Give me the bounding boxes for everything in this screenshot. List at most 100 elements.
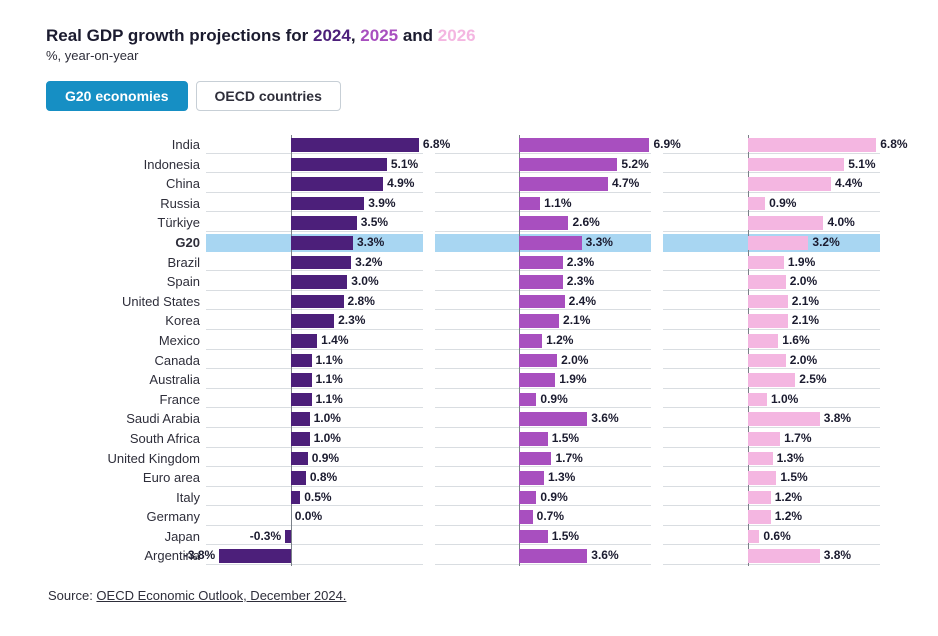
bar xyxy=(748,412,820,426)
gridline xyxy=(435,486,652,487)
bar xyxy=(519,393,536,407)
bar-row: 3.9% xyxy=(206,194,423,214)
row-labels-column: IndiaIndonesiaChinaRussiaTürkiyeG20Brazi… xyxy=(104,135,206,566)
row-label: G20 xyxy=(104,233,206,253)
bar xyxy=(519,138,649,152)
row-label: Italy xyxy=(104,488,206,508)
bar-value: 3.6% xyxy=(591,546,618,566)
source-link[interactable]: OECD Economic Outlook, December 2024. xyxy=(96,588,346,603)
bar-value: 3.2% xyxy=(355,253,382,273)
bar xyxy=(519,549,587,563)
bar-value: 1.1% xyxy=(316,351,343,371)
bar-row: 2.1% xyxy=(435,311,652,331)
bar-value: 3.3% xyxy=(586,233,613,253)
bar-row: 5.2% xyxy=(435,155,652,175)
bar-row: 1.0% xyxy=(206,429,423,449)
row-label: Germany xyxy=(104,507,206,527)
bar xyxy=(291,256,351,270)
gridline xyxy=(663,486,880,487)
bar-row: 2.1% xyxy=(663,311,880,331)
bar-value: 1.4% xyxy=(321,331,348,351)
gridline xyxy=(206,349,423,350)
tab-oecd-countries[interactable]: OECD countries xyxy=(196,81,341,111)
bar-row: 2.1% xyxy=(663,292,880,312)
zero-axis xyxy=(291,527,292,547)
bar-value: 2.1% xyxy=(563,311,590,331)
bar-value: 0.5% xyxy=(304,488,331,508)
bar-row: 1.2% xyxy=(663,488,880,508)
bar-row: 4.0% xyxy=(663,213,880,233)
gdp-bar-chart: IndiaIndonesiaChinaRussiaTürkiyeG20Brazi… xyxy=(104,135,892,566)
bar-row: 1.9% xyxy=(663,253,880,273)
bar-value: 5.2% xyxy=(621,155,648,175)
bar-value: 2.0% xyxy=(790,272,817,292)
gridline xyxy=(206,368,423,369)
bar xyxy=(748,510,771,524)
bar-value: 1.0% xyxy=(771,390,798,410)
bar-value: 2.1% xyxy=(792,292,819,312)
gridline xyxy=(435,368,652,369)
bar-row: 3.6% xyxy=(435,409,652,429)
bar xyxy=(291,491,300,505)
bar xyxy=(519,275,562,289)
bar-row: 2.0% xyxy=(663,351,880,371)
row-label: Spain xyxy=(104,272,206,292)
gridline xyxy=(435,231,652,232)
bar xyxy=(519,314,559,328)
gridline xyxy=(435,211,652,212)
bar-row: 1.1% xyxy=(206,351,423,371)
row-label: India xyxy=(104,135,206,155)
gridline xyxy=(663,525,880,526)
chart-panels: 6.8%5.1%4.9%3.9%3.5%3.3%3.2%3.0%2.8%2.3%… xyxy=(206,135,892,566)
gridline xyxy=(206,270,423,271)
bar-value: 0.9% xyxy=(540,390,567,410)
gridline xyxy=(435,309,652,310)
bar-row: 1.7% xyxy=(435,449,652,469)
row-label: Brazil xyxy=(104,253,206,273)
bar-row: 4.4% xyxy=(663,174,880,194)
row-label: China xyxy=(104,174,206,194)
bar xyxy=(748,471,776,485)
bar-row: 0.0% xyxy=(206,507,423,527)
bar-value: 2.3% xyxy=(338,311,365,331)
gridline xyxy=(663,309,880,310)
row-label: United States xyxy=(104,292,206,312)
bar-value: 3.2% xyxy=(812,233,839,253)
row-label: Australia xyxy=(104,370,206,390)
bar-row: 3.5% xyxy=(206,213,423,233)
tab-bar: G20 economies OECD countries xyxy=(46,81,892,111)
bar-value: 2.6% xyxy=(572,213,599,233)
bar-row: 3.3% xyxy=(435,233,652,253)
bar-value: 0.0% xyxy=(295,507,322,527)
bar-value: 6.8% xyxy=(880,135,907,155)
row-label: Indonesia xyxy=(104,155,206,175)
title-sep1: , xyxy=(351,26,360,45)
tab-g20-economies[interactable]: G20 economies xyxy=(46,81,188,111)
bar xyxy=(748,373,795,387)
bar-value: 4.0% xyxy=(827,213,854,233)
zero-axis xyxy=(291,507,292,527)
bar xyxy=(748,432,780,446)
gridline xyxy=(435,388,652,389)
gridline xyxy=(663,388,880,389)
bar-value: 3.8% xyxy=(824,409,851,429)
chart-panel-2026: 6.8%5.1%4.4%0.9%4.0%3.2%1.9%2.0%2.1%2.1%… xyxy=(663,135,880,566)
bar-value: 0.9% xyxy=(540,488,567,508)
title-year-2024: 2024 xyxy=(313,26,351,45)
bar xyxy=(291,471,306,485)
bar-row: 6.8% xyxy=(663,135,880,155)
bar xyxy=(748,491,771,505)
bar-row: 3.3% xyxy=(206,233,423,253)
zero-axis xyxy=(291,546,292,566)
bar-value: 3.8% xyxy=(824,546,851,566)
bar xyxy=(519,412,587,426)
bar xyxy=(291,373,312,387)
bar xyxy=(291,275,348,289)
bar-value: 0.9% xyxy=(769,194,796,214)
bar-row: 3.2% xyxy=(206,253,423,273)
bar-value: 1.1% xyxy=(316,390,343,410)
bar xyxy=(748,452,772,466)
bar-row: 1.5% xyxy=(435,429,652,449)
bar-row: 2.3% xyxy=(435,253,652,273)
bar-row: 1.7% xyxy=(663,429,880,449)
